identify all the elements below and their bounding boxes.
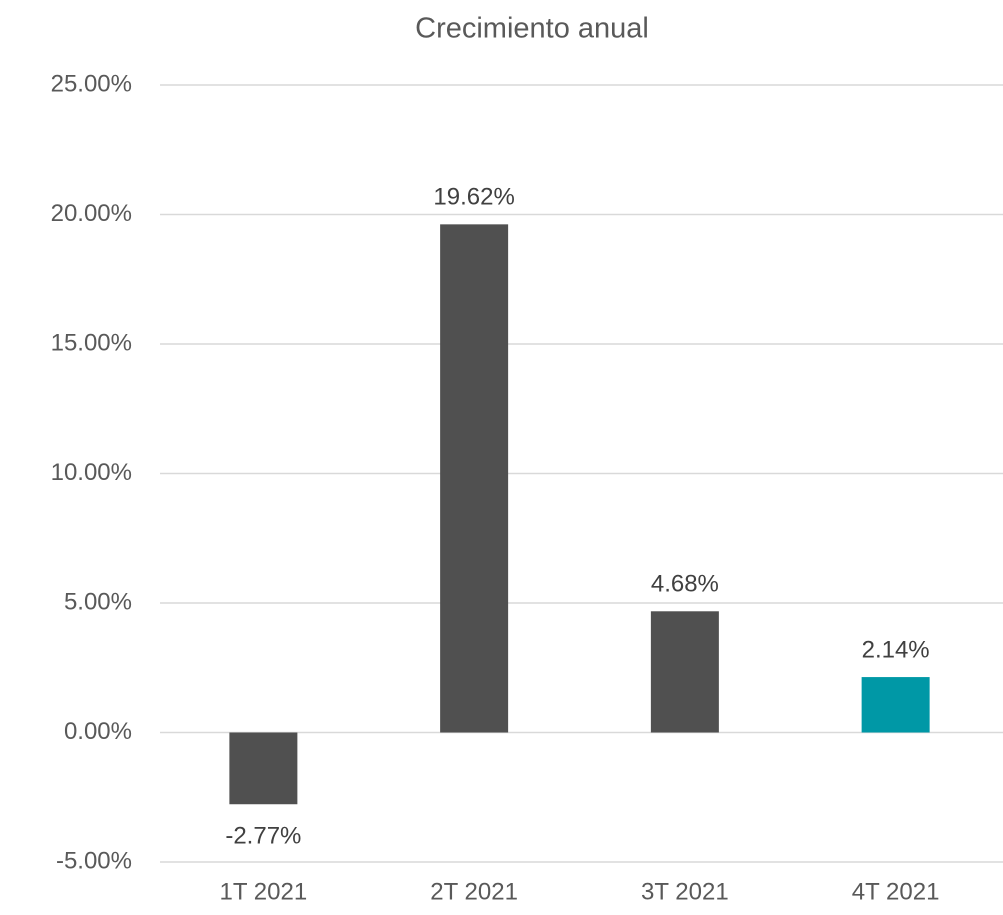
y-tick-label: 5.00% [64, 588, 132, 615]
value-label: 19.62% [433, 184, 514, 211]
bar [229, 732, 298, 805]
value-label: -2.77% [225, 823, 301, 850]
y-tick-label: -5.00% [56, 847, 132, 874]
x-tick-label: 3T 2021 [641, 878, 729, 905]
bar [440, 224, 509, 733]
x-tick-label: 4T 2021 [852, 878, 940, 905]
x-tick-label: 2T 2021 [430, 878, 518, 905]
y-tick-label: 0.00% [64, 718, 132, 745]
value-label: 4.68% [651, 571, 719, 598]
chart-title: Crecimiento anual [415, 13, 649, 45]
y-tick-label: 10.00% [51, 459, 132, 486]
bar [650, 611, 719, 733]
y-tick-label: 25.00% [51, 70, 132, 97]
bar [861, 677, 930, 733]
y-tick-label: 20.00% [51, 200, 132, 227]
x-tick-label: 1T 2021 [220, 878, 308, 905]
value-label: 2.14% [862, 636, 930, 663]
y-tick-label: 15.00% [51, 329, 132, 356]
